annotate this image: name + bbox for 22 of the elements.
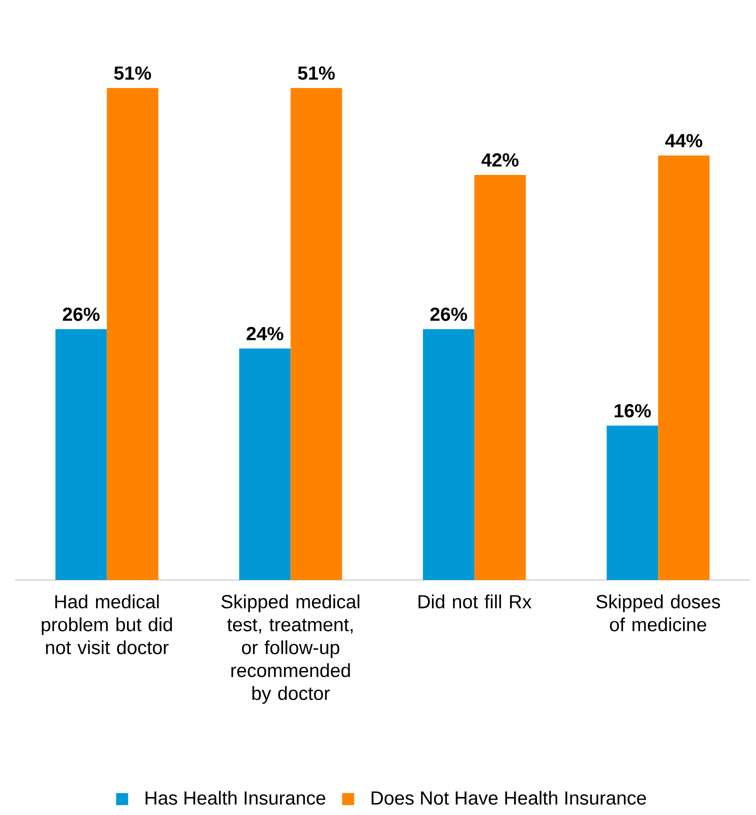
legend-label: Does Not Have Health Insurance	[372, 790, 646, 805]
data-label: 44%	[665, 134, 702, 148]
x-tick-label: Had medical problem but did not visit doctor	[42, 594, 172, 654]
x-tick-label: Did not fill Rx	[418, 594, 532, 608]
bar	[239, 348, 291, 580]
bar	[474, 174, 526, 580]
bar	[290, 88, 342, 580]
data-label: 51%	[298, 66, 335, 80]
bar	[106, 88, 158, 580]
bar	[55, 329, 107, 580]
data-label: 16%	[614, 404, 651, 418]
legend-label: Has Health Insurance	[146, 790, 326, 805]
x-tick-label: Skipped medical test, treatment, or follow-up recommended by doctor	[222, 594, 360, 704]
bar	[422, 329, 474, 580]
x-tick-label: Skipped doses of medicine	[596, 594, 720, 632]
data-label: 24%	[246, 326, 284, 340]
bar	[606, 426, 658, 580]
data-label: 26%	[430, 308, 468, 321]
data-label: 26%	[62, 308, 100, 321]
bar	[658, 156, 710, 580]
data-label: 51%	[114, 66, 152, 80]
data-label: 42%	[481, 153, 519, 167]
